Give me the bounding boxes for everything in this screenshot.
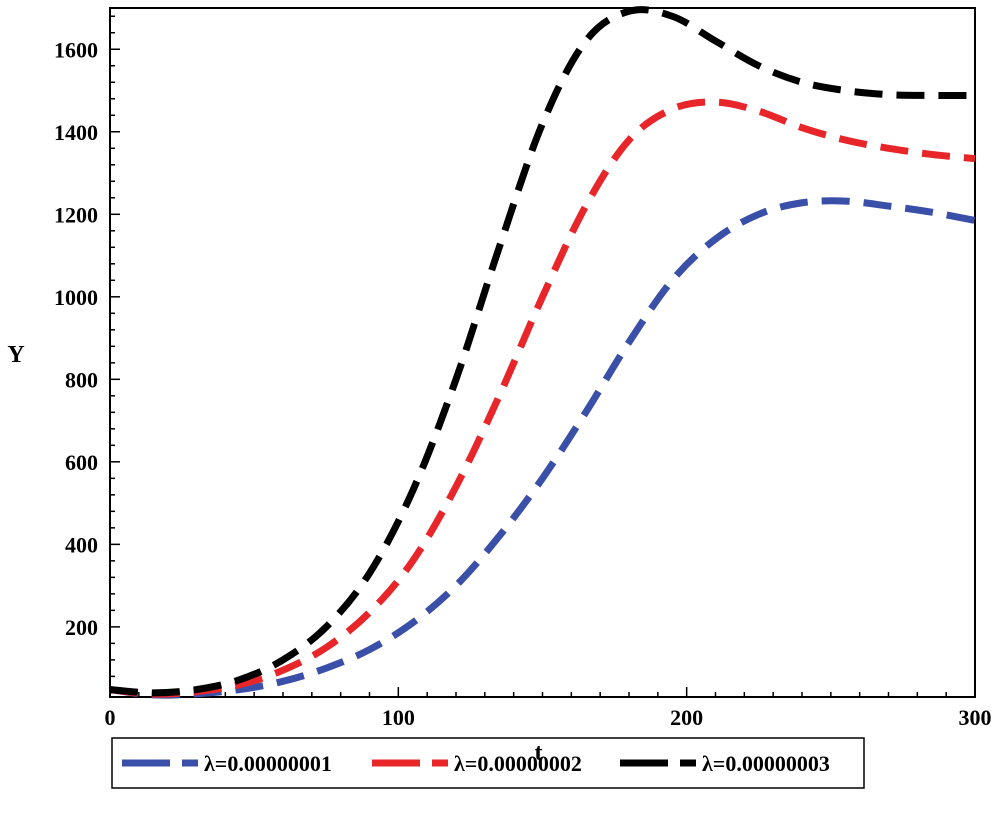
- legend-label-2: λ=0.00000002: [454, 751, 582, 776]
- x-tick-label: 0: [105, 705, 116, 730]
- axes: 0 100 200 300 200 400 600 800 1000 1200 1400 1600 t Y: [7, 7, 992, 766]
- y-tick-label: 800: [65, 367, 98, 392]
- y-tick-label: 400: [65, 532, 98, 557]
- y-tick-label: 1400: [54, 120, 98, 145]
- y-tick-label: 600: [65, 450, 98, 475]
- legend-label-1: λ=0.00000001: [204, 751, 332, 776]
- x-tick-label: 100: [382, 705, 415, 730]
- y-tick-label: 1600: [54, 37, 98, 62]
- x-tick-label: 200: [670, 705, 703, 730]
- series-line-1: [109, 197, 976, 699]
- y-tick-label: 200: [65, 615, 98, 640]
- legend-label-3: λ=0.00000003: [702, 751, 830, 776]
- y-tick-label: 1000: [54, 285, 98, 310]
- x-tick-label: 300: [959, 705, 992, 730]
- series-line-3: [109, 6, 976, 697]
- y-axis-title: Y: [7, 342, 24, 368]
- y-tick-label: 1200: [54, 202, 98, 227]
- series-line-2: [109, 98, 976, 698]
- legend-box: [111, 737, 865, 789]
- legend: λ=0.00000001 λ=0.00000002 λ=0.00000003: [111, 737, 865, 789]
- plot-frame: [109, 7, 976, 698]
- series-group: [109, 6, 976, 699]
- x-axis-title: t: [535, 740, 543, 766]
